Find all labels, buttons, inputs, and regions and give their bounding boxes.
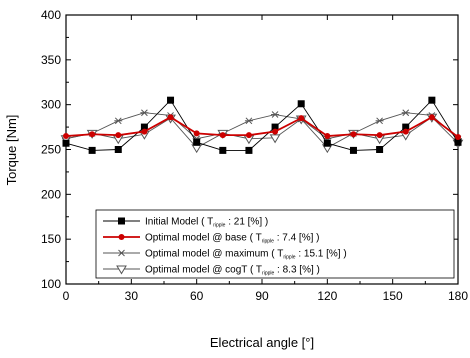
series-line	[65, 112, 459, 140]
data-point	[272, 128, 279, 135]
legend-label: Optimal model @ base ( Tripple : 7.4 [%]…	[145, 233, 320, 245]
x-tick-label: 120	[317, 289, 337, 303]
legend-item-4: Optimal model @ cogT ( Tripple : 8.3 [%]…	[103, 265, 320, 277]
y-axis-title: Torque [Nm]	[4, 115, 19, 186]
y-tick-label: 300	[41, 98, 61, 112]
data-point	[115, 132, 122, 139]
data-point	[89, 131, 96, 138]
series-line	[65, 99, 459, 151]
legend-item-1: Initial Model ( Tripple : 21 [%] )	[103, 217, 268, 229]
data-point	[141, 128, 148, 135]
data-point	[375, 117, 384, 125]
data-point	[454, 138, 462, 146]
x-tick-label: 60	[190, 289, 204, 303]
legend-item-2: Optimal model @ base ( Tripple : 7.4 [%]…	[103, 233, 320, 245]
axes: 0 30 60 90 120 150 180 100 150 200 250 300 350 400	[41, 8, 468, 303]
x-tick-label: 150	[383, 289, 403, 303]
legend-label: Optimal model @ maximum ( Tripple : 15.1…	[145, 249, 347, 261]
data-point	[402, 128, 409, 135]
series-2	[63, 114, 461, 140]
data-point	[269, 134, 281, 144]
data-point	[219, 146, 227, 154]
data-point	[140, 109, 149, 117]
x-tick-label: 180	[448, 289, 468, 303]
data-point	[193, 138, 201, 146]
series-1	[62, 96, 462, 154]
series-group	[60, 96, 464, 154]
data-point	[167, 96, 175, 104]
data-point	[428, 114, 435, 121]
data-point	[88, 146, 96, 154]
data-point	[271, 111, 280, 118]
legend-item-3: Optimal model @ maximum ( Tripple : 15.1…	[103, 249, 347, 261]
data-point	[62, 139, 70, 147]
data-point	[428, 96, 436, 104]
data-point	[271, 123, 279, 131]
data-point	[114, 117, 123, 125]
data-point	[455, 133, 461, 140]
x-axis-title: Electrical angle [°]	[210, 335, 314, 350]
legend-label: Initial Model ( Tripple : 21 [%] )	[145, 217, 268, 229]
x-tick-label: 30	[125, 289, 139, 303]
data-point	[376, 146, 384, 153]
data-point	[323, 139, 331, 147]
data-point	[245, 146, 253, 154]
data-point	[117, 249, 126, 257]
x-tick-label: 90	[255, 289, 269, 303]
data-point	[219, 132, 226, 139]
y-tick-label: 200	[41, 187, 61, 201]
y-tick-label: 150	[41, 232, 61, 246]
data-point	[114, 146, 122, 153]
data-point	[167, 114, 174, 121]
data-point	[350, 131, 357, 138]
legend-label: Optimal model @ cogT ( Tripple : 8.3 [%]…	[145, 265, 320, 277]
y-tick-label: 400	[41, 8, 61, 22]
legend: Initial Model ( Tripple : 21 [%] ) Optima…	[95, 209, 455, 279]
data-point	[376, 132, 383, 139]
y-tick-label: 350	[41, 53, 61, 67]
data-point	[244, 117, 253, 125]
x-tick-label: 0	[63, 289, 70, 303]
data-point	[402, 123, 410, 131]
data-point	[349, 146, 357, 154]
data-point	[297, 100, 305, 108]
legend-box	[95, 209, 455, 279]
data-point	[401, 109, 410, 117]
y-tick-label: 250	[41, 143, 61, 157]
data-point	[63, 133, 69, 140]
y-tick-label: 100	[41, 277, 61, 291]
data-point	[298, 115, 305, 122]
data-point	[140, 123, 148, 131]
data-point	[118, 217, 125, 225]
data-point	[245, 132, 252, 139]
data-point	[118, 234, 125, 240]
data-point	[324, 133, 331, 140]
data-point	[193, 130, 200, 137]
series-line	[65, 116, 459, 138]
data-point	[116, 265, 127, 275]
